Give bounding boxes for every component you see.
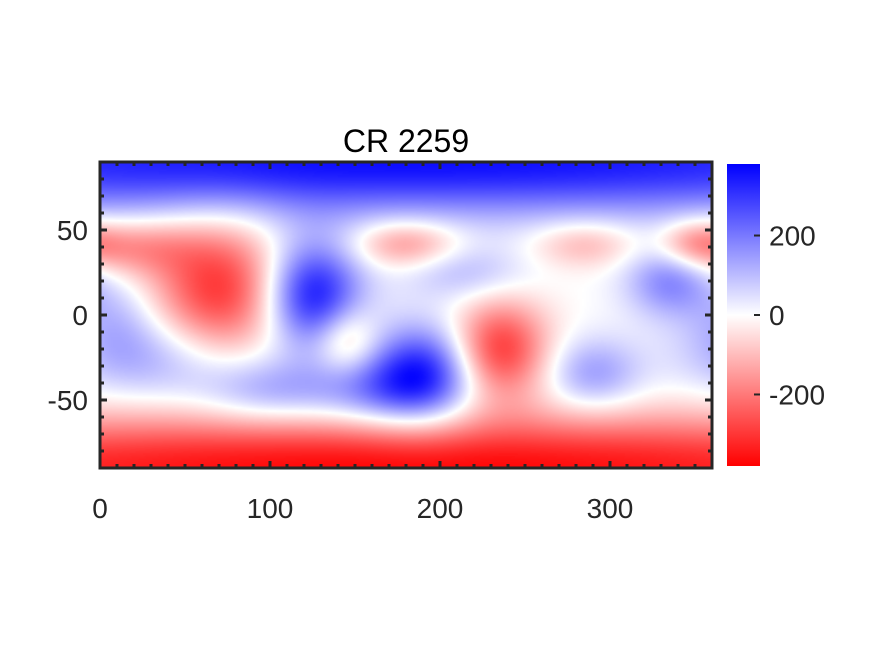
axis-ticks bbox=[98, 160, 714, 470]
chart-title: CR 2259 bbox=[343, 123, 469, 159]
plot-area: 0 100 200 300 50 0 -50 bbox=[48, 160, 714, 524]
colorbar-tick-labels: 200 0 -200 bbox=[769, 221, 825, 411]
colorbar-tick-label: 200 bbox=[769, 221, 816, 252]
x-tick-label: 200 bbox=[417, 493, 464, 524]
x-tick-label: 0 bbox=[92, 493, 108, 524]
y-tick-label: 0 bbox=[72, 300, 88, 331]
x-tick-label: 100 bbox=[247, 493, 294, 524]
y-tick-label: -50 bbox=[48, 385, 88, 416]
y-axis-tick-labels: 50 0 -50 bbox=[48, 215, 88, 416]
x-tick-label: 300 bbox=[587, 493, 634, 524]
colorbar-tick-label: 0 bbox=[769, 300, 785, 331]
colorbar: 200 0 -200 bbox=[727, 164, 825, 466]
x-axis-tick-labels: 0 100 200 300 bbox=[92, 493, 633, 524]
heatmap-image bbox=[100, 162, 712, 468]
colorbar-ticks bbox=[754, 234, 760, 396]
colorbar-tick-label: -200 bbox=[769, 379, 825, 410]
y-tick-label: 50 bbox=[57, 215, 88, 246]
